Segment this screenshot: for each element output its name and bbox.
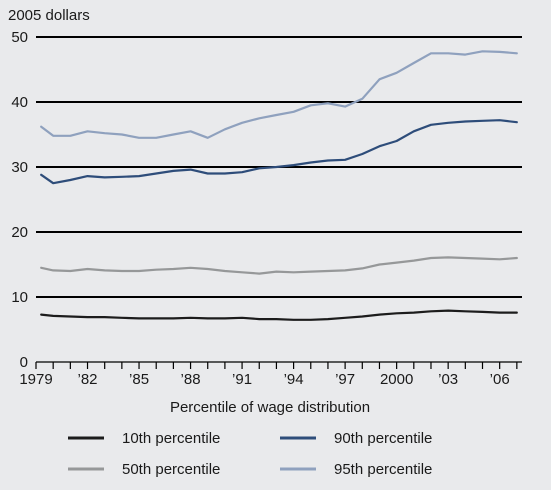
y-tick-label: 30 (11, 159, 28, 176)
y-tick-label: 40 (11, 94, 28, 111)
legend-label: 95th percentile (334, 461, 432, 478)
legend-label: 10th percentile (122, 430, 220, 447)
x-tick-label: ’91 (232, 371, 252, 388)
series-line (40, 256, 518, 275)
x-tick-label: ’82 (78, 371, 98, 388)
x-tick-label: ’06 (490, 371, 510, 388)
x-tick-label: ’85 (129, 371, 149, 388)
series-line (40, 309, 518, 321)
series-line (40, 50, 518, 139)
x-tick-label: ’03 (438, 371, 458, 388)
x-tick-label: ’97 (335, 371, 355, 388)
y-tick-label: 10 (11, 289, 28, 306)
x-tick-label: ’94 (284, 371, 304, 388)
y-tick-label: 20 (11, 224, 28, 241)
legend-label: 50th percentile (122, 461, 220, 478)
y-tick-label: 50 (11, 29, 28, 46)
x-tick-label: 2000 (380, 371, 413, 388)
legend-label: 90th percentile (334, 430, 432, 447)
axes: 0 10 20 30 40 50 1979 ’82 ’85 ’88 ’91 ’94 ’97 2000 ’03… (11, 29, 522, 388)
x-axis-title: Percentile of wage distribution (170, 399, 370, 416)
y-tick-label: 0 (20, 354, 28, 371)
series-line (40, 119, 518, 185)
legend: 10th percentile 90th percentile 50th perce… (68, 430, 432, 478)
y-axis-unit-label: 2005 dollars (8, 7, 90, 24)
series-lines (40, 50, 518, 321)
x-tick-label: 1979 (19, 371, 52, 388)
x-tick-label: ’88 (181, 371, 201, 388)
